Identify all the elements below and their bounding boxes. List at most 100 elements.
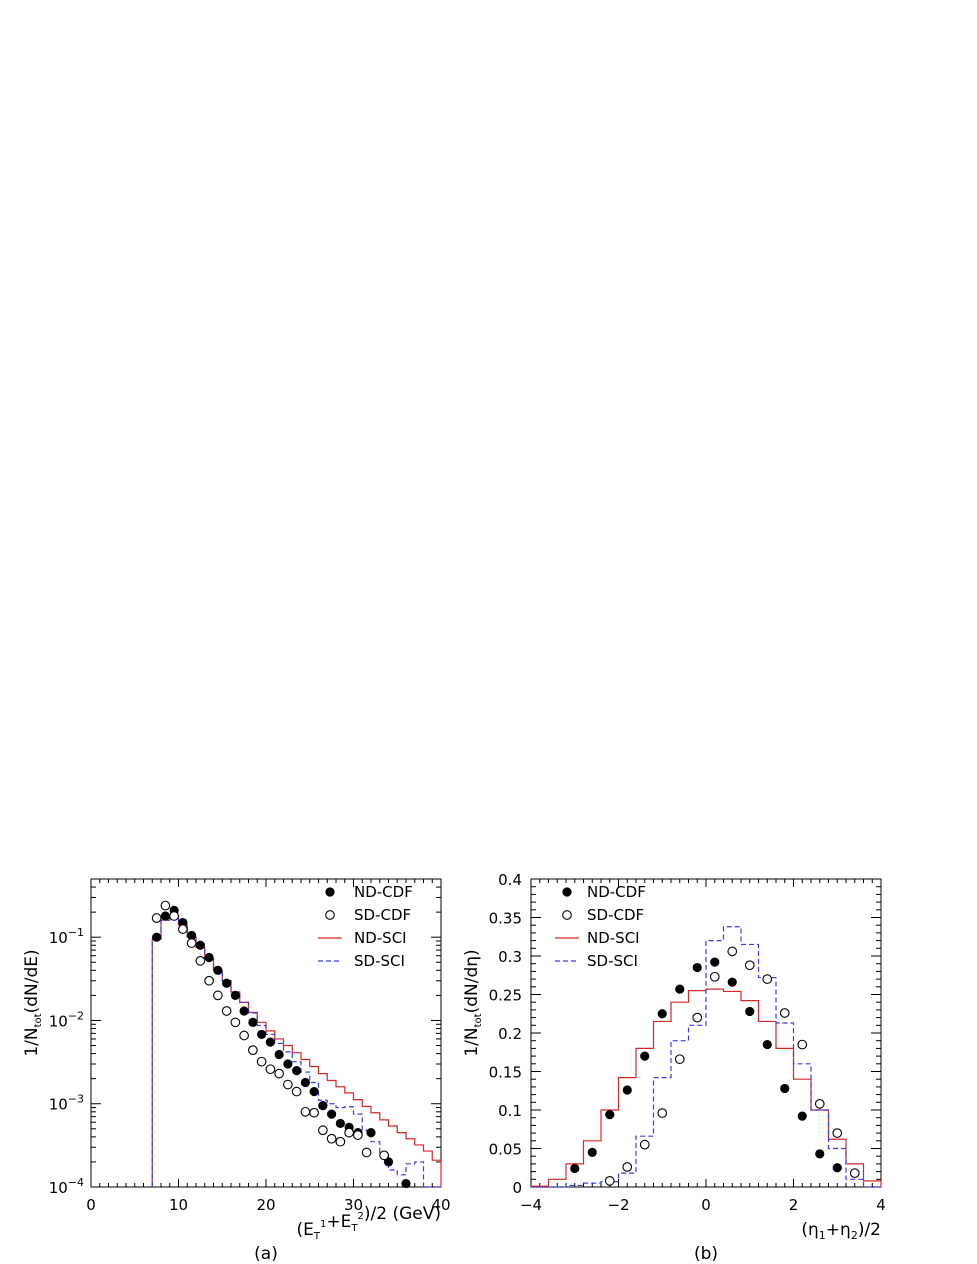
point-nd-cdf bbox=[213, 965, 223, 975]
point-sd-cdf bbox=[248, 1045, 258, 1056]
point-nd-cdf bbox=[327, 1109, 337, 1119]
point-nd-cdf bbox=[587, 1147, 597, 1157]
point-sd-cdf bbox=[814, 1098, 825, 1109]
point-nd-cdf bbox=[622, 1085, 632, 1095]
point-nd-cdf bbox=[815, 1149, 825, 1159]
point-nd-cdf bbox=[257, 1029, 267, 1040]
legend-marker-sd-cdf bbox=[562, 910, 572, 920]
point-nd-cdf bbox=[335, 1118, 345, 1129]
point-nd-cdf bbox=[797, 1111, 807, 1121]
x-axis-label: (η1+η2)/2 bbox=[801, 1220, 881, 1242]
point-nd-cdf bbox=[195, 940, 205, 950]
histogram-sd-sci bbox=[531, 926, 881, 1188]
point-nd-cdf bbox=[745, 1006, 755, 1017]
point-nd-cdf bbox=[222, 978, 232, 988]
point-nd-cdf bbox=[780, 1083, 790, 1094]
point-sd-cdf bbox=[709, 971, 720, 982]
point-sd-cdf bbox=[797, 1039, 808, 1050]
point-nd-cdf bbox=[283, 1059, 293, 1069]
point-nd-cdf bbox=[239, 1006, 249, 1016]
y-tick-label: 0.1 bbox=[498, 1102, 522, 1120]
y-tick-label: 0.35 bbox=[489, 910, 522, 928]
point-sd-cdf bbox=[779, 1008, 790, 1018]
point-nd-cdf bbox=[832, 1163, 842, 1173]
y-tick-label: 10−1 bbox=[49, 926, 84, 947]
point-sd-cdf bbox=[178, 924, 188, 934]
point-sd-cdf bbox=[221, 1006, 232, 1016]
x-tick-label: 4 bbox=[876, 1196, 886, 1214]
point-sd-cdf bbox=[265, 1064, 276, 1075]
point-sd-cdf bbox=[727, 946, 738, 957]
y-tick-label: 0.15 bbox=[489, 1064, 522, 1082]
point-nd-cdf bbox=[657, 1009, 667, 1019]
point-sd-cdf bbox=[213, 990, 223, 1001]
point-sd-cdf bbox=[353, 1130, 363, 1140]
y-tick-label: 10−3 bbox=[49, 1093, 84, 1114]
point-nd-cdf bbox=[605, 1110, 615, 1120]
point-nd-cdf bbox=[248, 1017, 258, 1027]
y-axis-label: 1/Ntot(dN/dη) bbox=[462, 949, 484, 1056]
point-sd-cdf bbox=[832, 1128, 843, 1138]
point-sd-cdf bbox=[300, 1106, 311, 1117]
panel-label: (a) bbox=[254, 1244, 278, 1264]
point-sd-cdf bbox=[674, 1054, 685, 1065]
point-nd-cdf bbox=[640, 1051, 650, 1061]
point-sd-cdf bbox=[256, 1056, 267, 1067]
legend-label: SD-SCI bbox=[354, 952, 405, 970]
x-tick-label: 0 bbox=[701, 1196, 711, 1214]
point-sd-cdf bbox=[169, 911, 179, 921]
panel-b: −4 −2 0 2 4 0 0.05 0.1 0.15 0.2 0.25 0.3 0.35 0.4 (η1+… bbox=[462, 871, 886, 1264]
y-tick-label: 0.25 bbox=[489, 987, 522, 1005]
x-tick-label: 30 bbox=[344, 1196, 363, 1214]
point-nd-cdf bbox=[710, 957, 720, 967]
y-tick-label: 10−4 bbox=[49, 1176, 84, 1197]
point-sd-cdf bbox=[326, 1133, 337, 1144]
point-sd-cdf bbox=[639, 1139, 650, 1150]
point-nd-cdf bbox=[274, 1049, 284, 1060]
y-tick-label: 0.2 bbox=[498, 1025, 522, 1043]
panel-a: 0 10 20 30 40 10−1 10−2 10−3 10−4 (ET1+ET2)/2 (Ge… bbox=[22, 878, 451, 1264]
point-sd-cdf bbox=[239, 1030, 249, 1041]
point-sd-cdf bbox=[309, 1107, 319, 1118]
x-tick-label: 0 bbox=[86, 1196, 96, 1214]
y-tick-label: 0.3 bbox=[498, 948, 522, 966]
point-sd-cdf bbox=[604, 1175, 615, 1186]
x-tick-label: 10 bbox=[169, 1196, 188, 1214]
point-sd-cdf bbox=[657, 1108, 668, 1118]
legend-marker-sd-cdf bbox=[325, 910, 335, 920]
legend-label: ND-CDF bbox=[354, 883, 413, 901]
x-axis-label: (ET1+ET2)/2 (GeV) bbox=[297, 1204, 441, 1242]
point-nd-cdf bbox=[570, 1163, 580, 1174]
point-sd-cdf bbox=[230, 1017, 241, 1028]
x-tick-label: 40 bbox=[431, 1196, 450, 1214]
y-tick-label: 0 bbox=[512, 1179, 522, 1197]
point-nd-cdf bbox=[178, 917, 188, 928]
x-tick-label: 2 bbox=[789, 1196, 799, 1214]
point-sd-cdf bbox=[291, 1086, 302, 1097]
legend-marker-nd-cdf bbox=[325, 887, 335, 897]
point-nd-cdf bbox=[366, 1128, 376, 1138]
y-tick-label: 0.4 bbox=[498, 871, 522, 889]
point-nd-cdf bbox=[265, 1037, 275, 1047]
point-nd-cdf bbox=[692, 962, 702, 973]
panel-label: (b) bbox=[694, 1244, 718, 1264]
point-sd-cdf bbox=[186, 938, 197, 948]
point-sd-cdf bbox=[744, 960, 755, 971]
point-nd-cdf bbox=[300, 1077, 310, 1088]
histogram-nd-sci bbox=[530, 988, 882, 1187]
legend: ND-CDF SD-CDF ND-SCI SD-SCI bbox=[555, 883, 646, 970]
point-sd-cdf bbox=[195, 955, 206, 966]
point-sd-cdf bbox=[692, 1012, 703, 1023]
point-nd-cdf bbox=[318, 1100, 328, 1111]
point-nd-cdf bbox=[230, 990, 240, 1001]
point-sd-cdf bbox=[151, 913, 162, 923]
point-nd-cdf bbox=[204, 952, 214, 963]
point-sd-cdf bbox=[622, 1162, 633, 1172]
y-tick-label: 0.05 bbox=[489, 1141, 522, 1159]
legend-label: SD-SCI bbox=[587, 952, 638, 970]
legend-marker-nd-cdf bbox=[562, 887, 572, 897]
x-tick-label: −2 bbox=[607, 1196, 629, 1214]
point-sd-cdf bbox=[274, 1068, 284, 1079]
point-nd-cdf bbox=[152, 932, 162, 942]
